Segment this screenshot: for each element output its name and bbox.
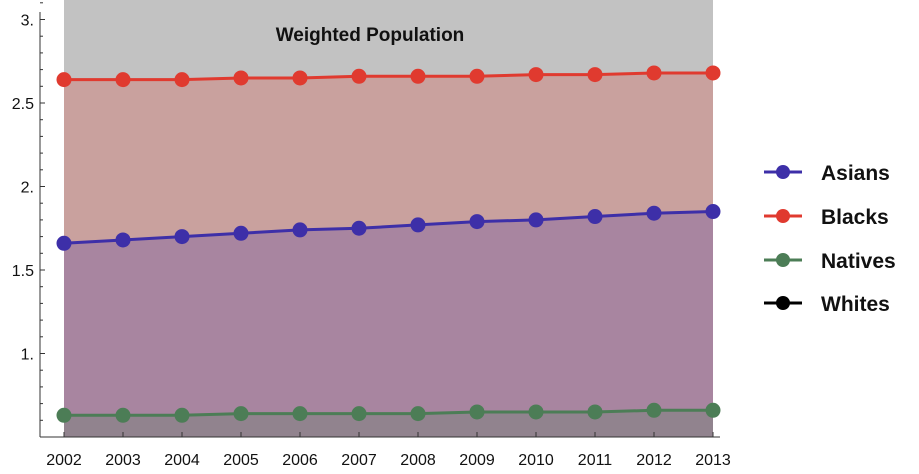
data-point-asians: [174, 229, 190, 245]
data-point-asians: [705, 204, 721, 220]
data-point-blacks: [351, 68, 367, 84]
legend-marker-natives: [776, 253, 790, 267]
data-point-natives: [705, 402, 721, 418]
data-point-natives: [587, 404, 603, 420]
y-tick-label: 2.: [21, 180, 34, 197]
data-point-asians: [292, 222, 308, 238]
data-point-natives: [233, 406, 249, 422]
area-fill-natives: [64, 410, 713, 437]
y-tick-label: 3.: [21, 13, 34, 30]
data-point-asians: [233, 225, 249, 241]
data-point-blacks: [410, 68, 426, 84]
x-tick-label: 2013: [695, 452, 731, 469]
data-point-natives: [56, 407, 72, 423]
data-point-blacks: [646, 65, 662, 81]
series-lines: [63, 71, 714, 417]
legend-label-blacks: Blacks: [821, 206, 889, 229]
series-line-asians: [63, 210, 714, 245]
chart-title: Weighted Population: [276, 25, 465, 46]
series-line-blacks: [64, 71, 713, 82]
data-point-natives: [351, 406, 367, 422]
data-point-natives: [410, 406, 426, 422]
x-tick-label: 2012: [636, 452, 672, 469]
data-point-asians: [410, 217, 426, 233]
legend-marker-asians: [776, 165, 790, 179]
x-tick-label: 2006: [282, 452, 318, 469]
data-point-blacks: [233, 70, 249, 86]
data-point-natives: [115, 407, 131, 423]
data-point-natives: [646, 402, 662, 418]
area-fills: [64, 0, 713, 437]
legend: Asians Blacks Natives Whites: [764, 162, 896, 316]
data-point-blacks: [292, 70, 308, 86]
data-point-natives: [174, 407, 190, 423]
data-point-asians: [528, 212, 544, 228]
series-points: [56, 65, 721, 423]
area-fill-whites: [64, 0, 713, 437]
data-point-blacks: [56, 72, 72, 88]
axes: 1.1.52.2.53.3.54.4.55.200220032004200520…: [12, 2, 731, 469]
data-point-asians: [56, 235, 72, 251]
legend-label-natives: Natives: [821, 250, 896, 273]
data-point-natives: [528, 404, 544, 420]
data-point-blacks: [115, 72, 131, 88]
y-tick-label: 1.: [21, 347, 34, 364]
x-tick-label: 2011: [578, 452, 613, 469]
x-tick-label: 2008: [400, 452, 436, 469]
x-tick-label: 2010: [518, 452, 554, 469]
legend-label-asians: Asians: [821, 162, 890, 185]
data-point-blacks: [705, 65, 721, 81]
x-tick-label: 2007: [341, 452, 377, 469]
x-tick-label: 2005: [223, 452, 259, 469]
x-tick-label: 2009: [459, 452, 495, 469]
x-tick-label: 2002: [46, 452, 82, 469]
data-point-asians: [469, 214, 485, 230]
legend-marker-whites: [776, 296, 790, 310]
data-point-asians: [587, 209, 603, 225]
x-tick-label: 2004: [164, 452, 200, 469]
data-point-blacks: [469, 68, 485, 84]
y-tick-label: 2.5: [12, 96, 34, 113]
data-point-blacks: [174, 72, 190, 88]
x-tick-label: 2003: [105, 452, 141, 469]
data-point-natives: [469, 404, 485, 420]
data-point-blacks: [587, 67, 603, 83]
data-point-blacks: [528, 67, 544, 83]
series-line-natives: [64, 408, 713, 417]
area-fill-blacks: [64, 72, 713, 437]
legend-marker-blacks: [776, 209, 790, 223]
area-fill-asians: [64, 211, 713, 437]
data-point-asians: [646, 205, 662, 221]
y-tick-label: 1.5: [12, 263, 34, 280]
data-point-natives: [292, 406, 308, 422]
data-point-asians: [351, 220, 367, 236]
data-point-asians: [115, 232, 131, 248]
legend-label-whites: Whites: [821, 293, 890, 316]
